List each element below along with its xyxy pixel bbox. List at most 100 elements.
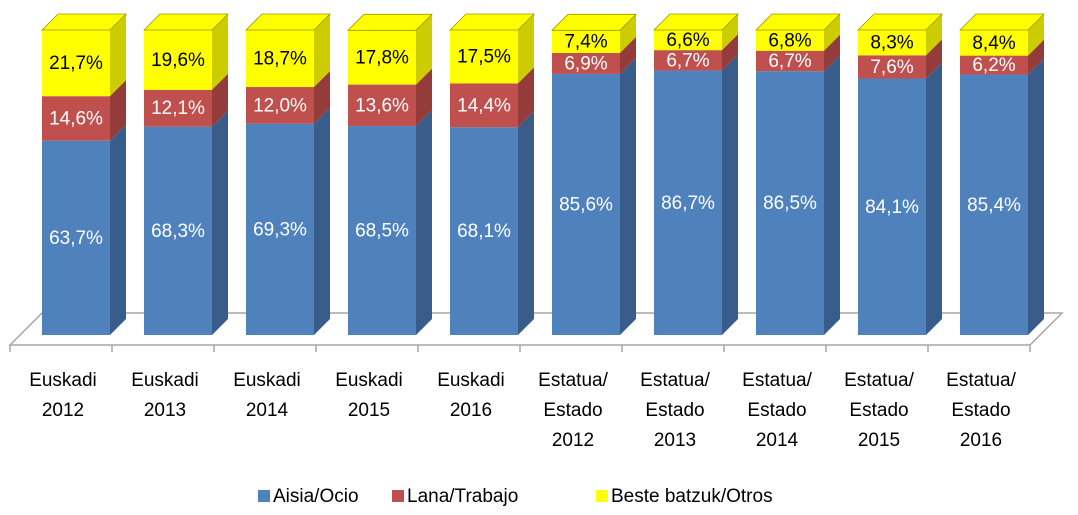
bar-top (245, 13, 331, 31)
bar-side (824, 34, 840, 72)
data-label: 7,6% (870, 57, 913, 78)
bar-side (722, 34, 738, 71)
bar-segment (348, 68, 432, 127)
data-label: 6,7% (666, 50, 709, 71)
x-tick-label: Estatua/ (742, 370, 812, 391)
x-tick-label: Euskadi (335, 370, 403, 391)
bar-front (654, 70, 722, 335)
bar-segment (960, 58, 1044, 335)
bar-segment (42, 124, 126, 335)
bar-side (926, 14, 942, 56)
bar-top (449, 13, 535, 31)
bar-front (960, 55, 1028, 75)
bar-front (756, 30, 824, 51)
bar-segment (42, 80, 126, 141)
data-label: 8,4% (972, 33, 1015, 54)
bar-side (518, 14, 534, 84)
bar-front (42, 96, 110, 141)
bar-segment (857, 13, 943, 56)
data-label: 86,5% (763, 193, 817, 214)
data-label: 6,7% (768, 51, 811, 72)
bar-side (1028, 58, 1044, 335)
bar-side (518, 67, 534, 128)
bar-front (246, 30, 314, 88)
data-label: 21,7% (49, 53, 103, 74)
bar-front (144, 30, 212, 90)
data-label: 12,0% (253, 95, 307, 116)
x-tick-label: 2014 (756, 430, 799, 451)
bar-segment (450, 67, 534, 128)
bar-top (41, 13, 127, 31)
x-tick-label: Euskadi (437, 370, 505, 391)
x-tick-label: Estatua/ (946, 370, 1016, 391)
bar-front (42, 30, 110, 97)
data-label: 8,3% (870, 33, 913, 54)
data-label: 84,1% (865, 197, 919, 218)
data-label: 69,3% (253, 219, 307, 240)
bar-side (824, 14, 840, 51)
bar-segment (347, 13, 433, 85)
data-label: 17,8% (355, 47, 409, 68)
bar-segment (552, 36, 636, 74)
x-tick-label: 2012 (552, 430, 594, 451)
bar-segment (756, 55, 840, 336)
data-label: 6,2% (972, 55, 1015, 76)
bar-front (348, 30, 416, 85)
x-tick-label: 2014 (246, 400, 289, 421)
bar-front (144, 89, 212, 127)
data-label: 85,4% (967, 195, 1021, 216)
bar-top (959, 13, 1045, 31)
bar-side (1028, 14, 1044, 56)
bar-front (552, 52, 620, 74)
x-tick-label: 2012 (42, 400, 84, 421)
bar-segment (246, 107, 330, 335)
x-tick-label: Estado (543, 400, 602, 421)
bar-front (858, 30, 926, 56)
x-tick-label: Euskadi (131, 370, 199, 391)
x-tick-label: Euskadi (29, 370, 97, 391)
bar-front (960, 30, 1028, 56)
legend-swatch (596, 490, 608, 502)
bar-front (552, 73, 620, 336)
bar-top (755, 13, 841, 31)
legend-label: Aisia/Ocio (273, 486, 359, 507)
bar-side (824, 55, 840, 336)
data-label: 19,6% (151, 50, 205, 71)
bar-front (246, 87, 314, 124)
bar-segment (654, 54, 738, 335)
bar-segment (654, 34, 738, 71)
data-label: 6,8% (768, 30, 811, 51)
x-tick-label: 2016 (960, 430, 1002, 451)
data-label: 13,6% (355, 95, 409, 116)
bar-side (416, 110, 432, 335)
x-tick-label: Estado (951, 400, 1010, 421)
bar-front (756, 50, 824, 72)
bar-front (348, 84, 416, 127)
x-tick-label: 2015 (858, 430, 900, 451)
bar-side (212, 73, 228, 127)
x-tick-label: Estatua/ (844, 370, 914, 391)
x-tick-label: Estado (645, 400, 704, 421)
data-label: 6,9% (564, 53, 607, 74)
bar-front (450, 30, 518, 84)
bar-side (620, 36, 636, 74)
bar-front (756, 71, 824, 336)
bar-side (1028, 39, 1044, 75)
bar-side (110, 14, 126, 97)
bar-segment (756, 34, 840, 72)
data-label: 86,7% (661, 193, 715, 214)
data-label: 68,5% (355, 221, 409, 242)
bar-side (416, 68, 432, 127)
x-tick-label: 2015 (348, 400, 390, 421)
bar-side (110, 80, 126, 141)
bar-top (857, 13, 943, 31)
bar-side (110, 124, 126, 335)
bar-front (450, 127, 518, 335)
legend-label: Beste batzuk/Otros (611, 486, 773, 507)
bar-front (858, 78, 926, 336)
bar-top (551, 13, 637, 31)
bar-front (348, 126, 416, 335)
data-label: 85,6% (559, 194, 613, 215)
x-tick-label: 2013 (654, 430, 696, 451)
